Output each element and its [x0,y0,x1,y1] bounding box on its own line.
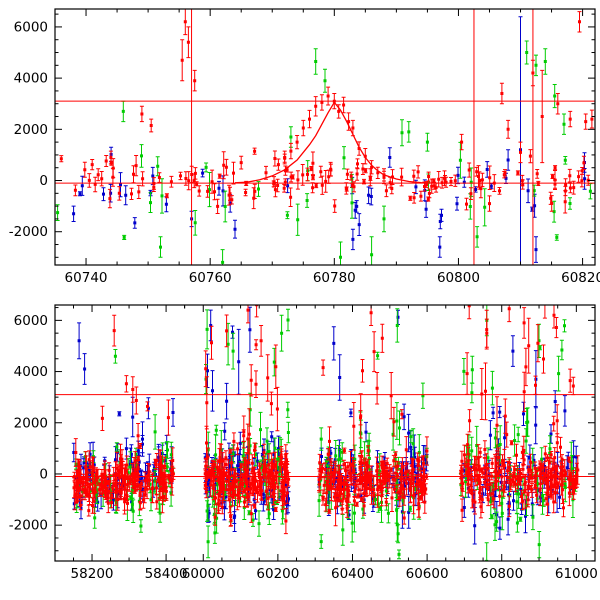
top-axis-ticks: 60740 60760 60780 60800 60820 -2000 0 2000 4000 6… [9,9,600,286]
x-tick-label: 60760 [189,270,232,286]
x-tick-label: 60400 [331,566,374,582]
x-tick-label: 60800 [480,566,523,582]
y-tick-label: 2000 [14,415,48,431]
y-tick-label: 4000 [14,364,48,380]
y-tick-label: 6000 [14,19,48,35]
model-curve [234,101,434,184]
y-tick-label: -2000 [9,224,48,240]
y-tick-label: 2000 [14,122,48,138]
axes-frame [54,304,596,562]
bottom-data-layer [71,305,580,561]
x-tick-label: 60000 [182,566,225,582]
y-tick-label: 6000 [14,313,48,329]
axes-frame [54,8,596,266]
y-tick-label: 0 [39,466,48,482]
y-tick-label: -2000 [9,518,48,534]
x-tick-label: 58200 [71,566,114,582]
x-tick-label: 60780 [313,270,356,286]
x-tick-label: 60600 [406,566,449,582]
x-tick-label: 60740 [65,270,108,286]
y-tick-label: 4000 [14,71,48,87]
x-tick-label: 61000 [555,566,598,582]
y-tick-label: 0 [39,173,48,189]
x-tick-label: 60800 [437,270,480,286]
top-data-layer [55,9,594,265]
x-tick-label: 58400 [145,566,188,582]
x-tick-label: 60200 [256,566,299,582]
top-panel-plot: 60740 60760 60780 60800 60820 -2000 0 2000 4000 6… [9,8,600,286]
x-tick-label: 60820 [561,270,600,286]
